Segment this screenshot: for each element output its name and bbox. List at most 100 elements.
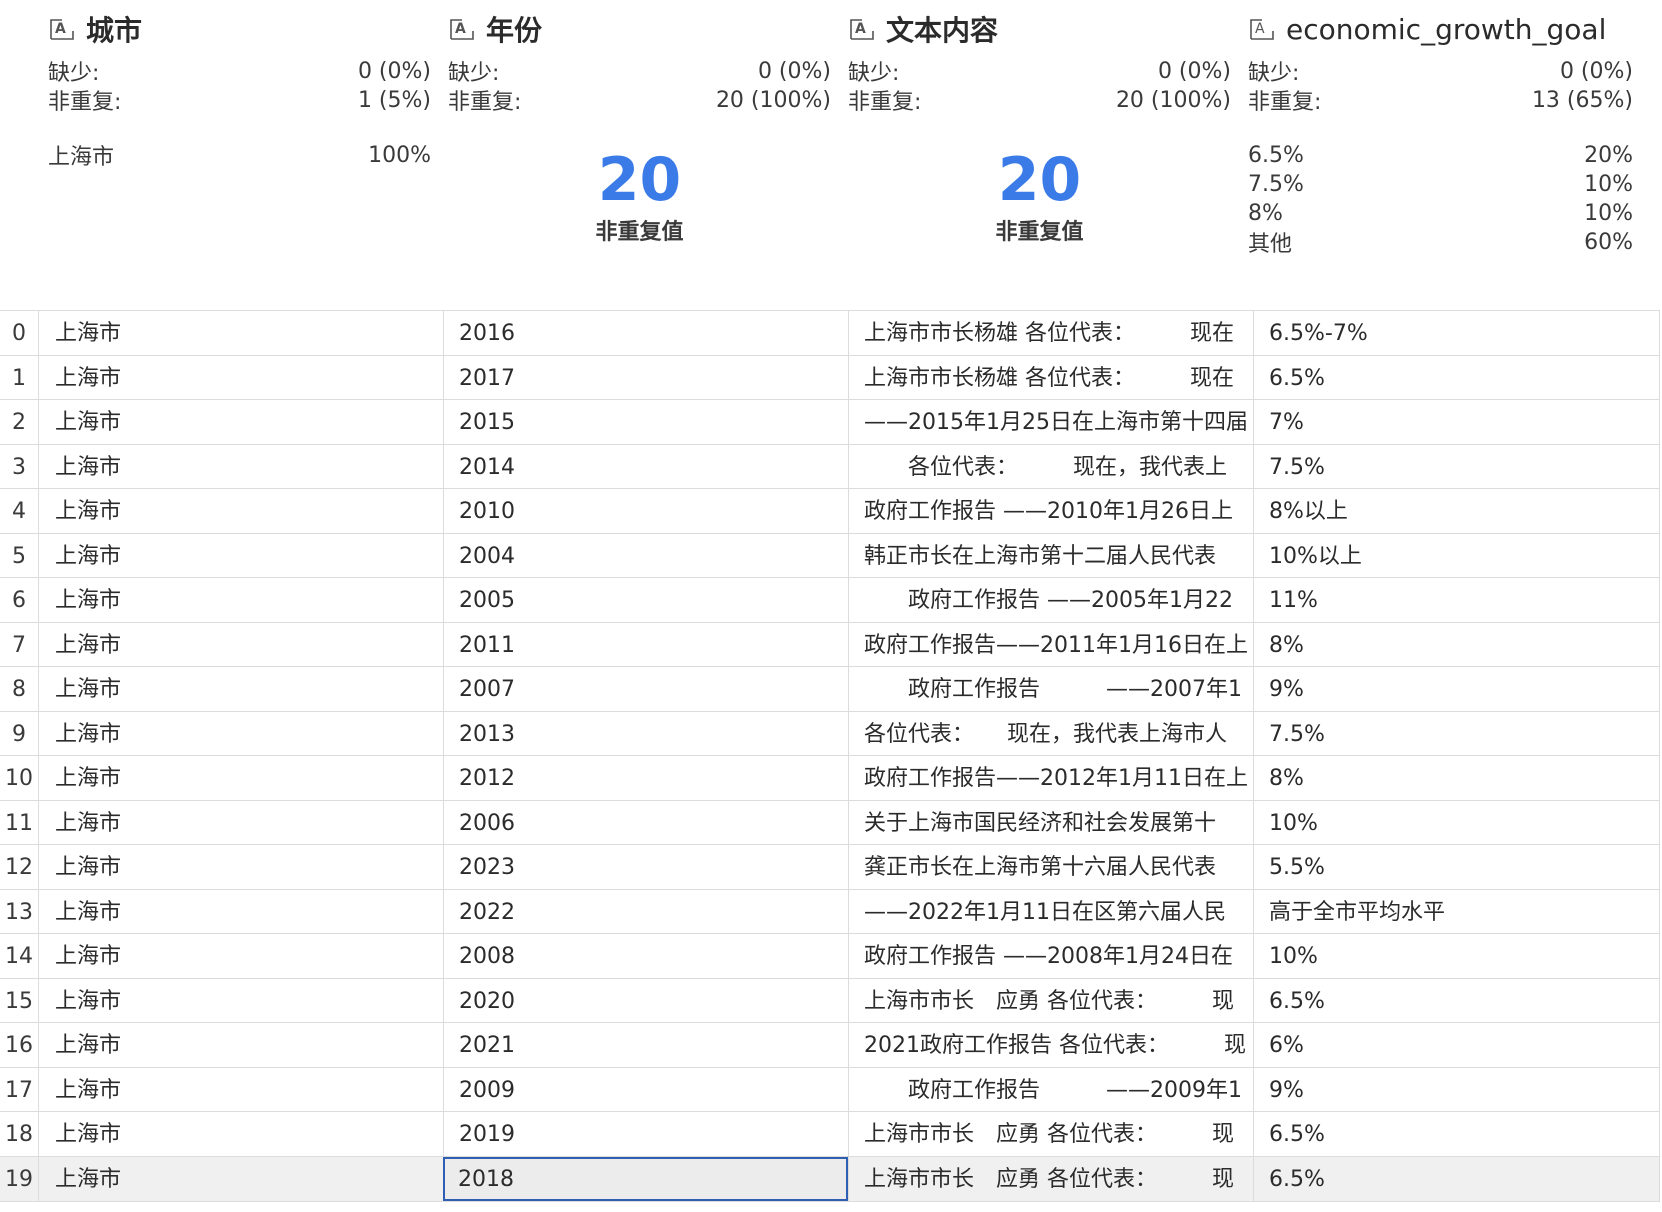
cell-text[interactable]: 政府工作报告 ——2007年1 [848,667,1253,711]
table-row[interactable]: 4 上海市 2010 政府工作报告 ——2010年1月26日上 8%以上 [0,488,1660,533]
cell-city[interactable]: 上海市 [38,1156,443,1201]
table-row[interactable]: 15 上海市 2020 上海市市长 应勇 各位代表： 现 6.5% [0,977,1660,1023]
column-header-year[interactable]: A 年份 [448,6,542,52]
cell-city[interactable]: 上海市 [38,1023,443,1067]
cell-growth-goal[interactable]: 高于全市平均水平 [1253,889,1660,934]
cell-growth-goal[interactable]: 5.5% [1253,845,1660,889]
cell-growth-goal[interactable]: 6.5% [1253,1156,1660,1201]
cell-text[interactable]: 韩正市长在上海市第十二届人民代表 [848,533,1253,578]
cell-city[interactable]: 上海市 [38,1112,443,1156]
cell-city[interactable]: 上海市 [38,444,443,489]
cell-year[interactable]: 2020 [443,978,848,1023]
table-row[interactable]: 10 上海市 2012 政府工作报告——2012年1月11日在上 8% [0,755,1660,800]
cell-text[interactable]: 关于上海市国民经济和社会发展第十 [848,800,1253,845]
cell-year[interactable]: 2004 [443,533,848,578]
cell-year[interactable]: 2006 [443,800,848,845]
cell-year[interactable]: 2017 [443,355,848,400]
table-row[interactable]: 2 上海市 2015 ——2015年1月25日在上海市第十四届 7% [0,399,1660,444]
cell-growth-goal[interactable]: 6.5%-7% [1253,311,1660,355]
column-header-growth-goal[interactable]: A economic_growth_goal [1248,6,1606,52]
cell-growth-goal[interactable]: 8%以上 [1253,489,1660,533]
cell-year[interactable]: 2005 [443,578,848,622]
table-row[interactable]: 6 上海市 2005 政府工作报告 ——2005年1月22 11% [0,577,1660,622]
cell-year[interactable]: 2019 [443,1112,848,1156]
cell-growth-goal[interactable]: 10% [1253,934,1660,978]
cell-year[interactable]: 2021 [443,1023,848,1067]
table-row[interactable]: 0 上海市 2016 上海市市长杨雄 各位代表： 现在 6.5%-7% [0,310,1660,355]
cell-year[interactable]: 2007 [443,667,848,711]
cell-year[interactable]: 2010 [443,489,848,533]
cell-city[interactable]: 上海市 [38,533,443,578]
cell-city[interactable]: 上海市 [38,889,443,934]
cell-year[interactable]: 2023 [443,845,848,889]
table-row[interactable]: 12 上海市 2023 龚正市长在上海市第十六届人民代表 5.5% [0,844,1660,889]
cell-growth-goal[interactable]: 7.5% [1253,711,1660,756]
table-row[interactable]: 9 上海市 2013 各位代表： 现在，我代表上海市人 7.5% [0,710,1660,756]
cell-year[interactable]: 2009 [443,1067,848,1112]
cell-year[interactable]: 2012 [443,756,848,800]
cell-city[interactable]: 上海市 [38,667,443,711]
cell-city[interactable]: 上海市 [38,489,443,533]
cell-city[interactable]: 上海市 [38,400,443,444]
table-row[interactable]: 7 上海市 2011 政府工作报告——2011年1月16日在上 8% [0,621,1660,667]
cell-city[interactable]: 上海市 [38,1067,443,1112]
cell-text[interactable]: 上海市市长杨雄 各位代表： 现在 [848,311,1253,355]
column-header-city[interactable]: A 城市 [48,6,142,52]
table-row[interactable]: 11 上海市 2006 关于上海市国民经济和社会发展第十 10% [0,799,1660,845]
cell-city[interactable]: 上海市 [38,311,443,355]
table-row[interactable]: 3 上海市 2014 各位代表： 现在，我代表上 7.5% [0,443,1660,489]
cell-growth-goal[interactable]: 11% [1253,578,1660,622]
table-row[interactable]: 18 上海市 2019 上海市市长 应勇 各位代表： 现 6.5% [0,1111,1660,1156]
cell-text[interactable]: 上海市市长 应勇 各位代表： 现 [848,978,1253,1023]
cell-text[interactable]: 政府工作报告——2011年1月16日在上 [848,622,1253,667]
cell-text[interactable]: 上海市市长 应勇 各位代表： 现 [848,1156,1253,1201]
cell-text[interactable]: 各位代表： 现在，我代表上海市人 [848,711,1253,756]
cell-city[interactable]: 上海市 [38,711,443,756]
cell-year[interactable]: 2008 [443,934,848,978]
cell-growth-goal[interactable]: 10% [1253,800,1660,845]
cell-text[interactable]: 政府工作报告 ——2010年1月26日上 [848,489,1253,533]
cell-text[interactable]: 政府工作报告 ——2009年1 [848,1067,1253,1112]
cell-text[interactable]: 政府工作报告 ——2005年1月22 [848,578,1253,622]
cell-text[interactable]: 政府工作报告——2012年1月11日在上 [848,756,1253,800]
table-row[interactable]: 16 上海市 2021 2021政府工作报告 各位代表： 现 6% [0,1022,1660,1067]
cell-city[interactable]: 上海市 [38,934,443,978]
table-row[interactable]: 8 上海市 2007 政府工作报告 ——2007年1 9% [0,666,1660,711]
cell-text[interactable]: 龚正市长在上海市第十六届人民代表 [848,845,1253,889]
cell-text[interactable]: ——2022年1月11日在区第六届人民 [848,889,1253,934]
table-row[interactable]: 19 上海市 2018 上海市市长 应勇 各位代表： 现 6.5% [0,1155,1660,1202]
cell-growth-goal[interactable]: 7.5% [1253,444,1660,489]
cell-growth-goal[interactable]: 9% [1253,667,1660,711]
cell-text[interactable]: 上海市市长 应勇 各位代表： 现 [848,1112,1253,1156]
cell-city[interactable]: 上海市 [38,800,443,845]
cell-text[interactable]: 2021政府工作报告 各位代表： 现 [848,1023,1253,1067]
cell-city[interactable]: 上海市 [38,578,443,622]
table-row[interactable]: 17 上海市 2009 政府工作报告 ——2009年1 9% [0,1066,1660,1112]
cell-city[interactable]: 上海市 [38,845,443,889]
cell-growth-goal[interactable]: 9% [1253,1067,1660,1112]
cell-year[interactable]: 2016 [443,311,848,355]
table-row[interactable]: 1 上海市 2017 上海市市长杨雄 各位代表： 现在 6.5% [0,354,1660,400]
cell-text[interactable]: 上海市市长杨雄 各位代表： 现在 [848,355,1253,400]
cell-year[interactable]: 2018 [443,1156,848,1201]
table-row[interactable]: 13 上海市 2022 ——2022年1月11日在区第六届人民 高于全市平均水平 [0,888,1660,934]
cell-year[interactable]: 2014 [443,444,848,489]
cell-city[interactable]: 上海市 [38,978,443,1023]
cell-city[interactable]: 上海市 [38,622,443,667]
cell-growth-goal[interactable]: 8% [1253,622,1660,667]
table-row[interactable]: 5 上海市 2004 韩正市长在上海市第十二届人民代表 10%以上 [0,532,1660,578]
cell-text[interactable]: ——2015年1月25日在上海市第十四届 [848,400,1253,444]
cell-growth-goal[interactable]: 7% [1253,400,1660,444]
cell-growth-goal[interactable]: 10%以上 [1253,533,1660,578]
cell-growth-goal[interactable]: 6.5% [1253,355,1660,400]
cell-year[interactable]: 2022 [443,889,848,934]
column-header-text[interactable]: A 文本内容 [848,6,998,52]
cell-growth-goal[interactable]: 6% [1253,1023,1660,1067]
cell-year[interactable]: 2013 [443,711,848,756]
cell-text[interactable]: 政府工作报告 ——2008年1月24日在 [848,934,1253,978]
cell-city[interactable]: 上海市 [38,355,443,400]
cell-year[interactable]: 2015 [443,400,848,444]
cell-year[interactable]: 2011 [443,622,848,667]
cell-city[interactable]: 上海市 [38,756,443,800]
cell-growth-goal[interactable]: 6.5% [1253,1112,1660,1156]
